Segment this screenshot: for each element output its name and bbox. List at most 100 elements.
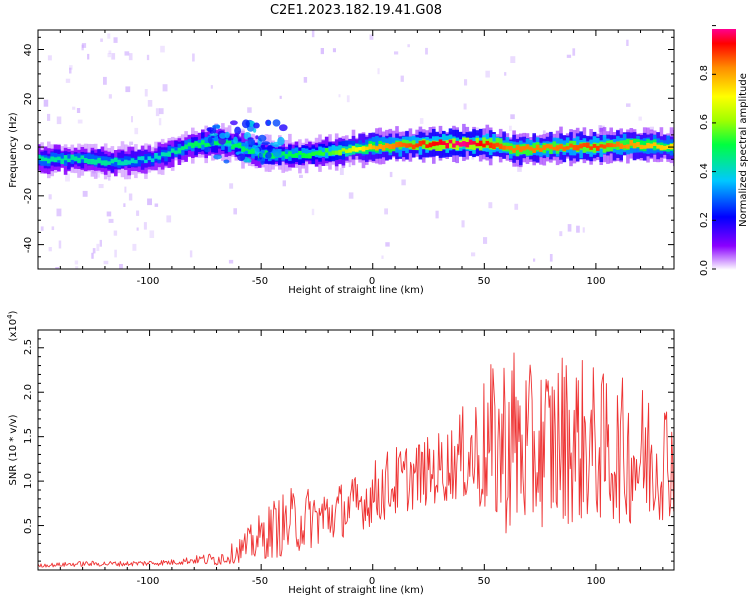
heatmap-noise bbox=[113, 37, 118, 43]
heatmap-noise bbox=[233, 208, 237, 215]
heatmap-cell bbox=[348, 148, 352, 153]
heatmap-noise bbox=[55, 267, 59, 269]
heatmap-cell bbox=[639, 144, 644, 150]
heatmap-cell bbox=[509, 146, 513, 151]
heatmap-noise bbox=[626, 39, 629, 46]
heatmap-cell bbox=[281, 151, 285, 161]
heatmap-cell bbox=[589, 146, 593, 150]
heatmap-cell bbox=[231, 144, 235, 150]
heatmap-cell bbox=[318, 150, 322, 156]
heatmap-cell bbox=[448, 139, 453, 144]
heatmap-cell bbox=[488, 142, 493, 148]
heatmap-blob bbox=[223, 143, 233, 147]
heatmap-cell bbox=[107, 161, 111, 165]
top-xtick-label: 50 bbox=[478, 276, 491, 287]
heatmap-cell bbox=[214, 136, 218, 146]
heatmap-blob bbox=[247, 138, 255, 146]
heatmap-noise bbox=[56, 116, 62, 125]
heatmap-cell bbox=[288, 151, 292, 157]
heatmap-cell bbox=[281, 151, 285, 156]
heatmap-cell bbox=[586, 142, 590, 148]
heatmap-cell bbox=[358, 147, 362, 151]
heatmap-noise bbox=[103, 76, 107, 85]
heatmap-blob bbox=[241, 119, 250, 129]
heatmap-cell bbox=[244, 147, 249, 151]
heatmap-cell bbox=[468, 140, 473, 150]
heatmap-cell bbox=[458, 142, 463, 147]
heatmap-cell bbox=[221, 141, 225, 150]
bottom-ytick-label: 0.5 bbox=[23, 518, 34, 534]
heatmap-noise bbox=[76, 108, 81, 113]
heatmap-noise bbox=[108, 94, 112, 99]
heatmap-noise bbox=[155, 108, 160, 117]
snr-frame bbox=[37, 329, 675, 571]
heatmap-cell bbox=[83, 158, 88, 164]
heatmap-cell bbox=[575, 145, 580, 151]
heatmap-cell bbox=[582, 142, 587, 153]
heatmap-cell bbox=[492, 143, 496, 149]
bottom-xtick-label: -50 bbox=[252, 576, 268, 587]
heatmap-cell bbox=[515, 144, 520, 157]
heatmap-noise bbox=[572, 48, 576, 56]
snr-scale-exponent: 4 bbox=[6, 314, 14, 319]
heatmap-cell bbox=[167, 151, 172, 157]
heatmap-cell bbox=[602, 144, 607, 149]
heatmap-cell bbox=[355, 147, 359, 152]
heatmap-cell bbox=[160, 152, 165, 157]
top-xtick-label: -100 bbox=[137, 276, 160, 287]
heatmap-cell bbox=[180, 146, 185, 151]
heatmap-cell bbox=[616, 141, 620, 147]
top-ytick-label: 40 bbox=[23, 44, 34, 57]
heatmap-noise bbox=[435, 210, 439, 219]
heatmap-noise bbox=[47, 113, 51, 121]
heatmap-cell bbox=[321, 152, 326, 156]
heatmap-noise bbox=[149, 230, 155, 238]
heatmap-noise bbox=[485, 70, 490, 78]
heatmap-cell bbox=[609, 143, 613, 148]
top-xaxis-label: Height of straight line (km) bbox=[288, 285, 424, 296]
heatmap-blob bbox=[204, 146, 211, 153]
heatmap-cell bbox=[475, 142, 480, 147]
bottom-xtick-label: 50 bbox=[478, 576, 491, 587]
heatmap-noise bbox=[189, 250, 193, 258]
heatmap-cell bbox=[485, 140, 490, 146]
bottom-ytick-label: 1.0 bbox=[23, 473, 34, 489]
heatmap-cell bbox=[555, 145, 560, 151]
heatmap-cell bbox=[532, 148, 536, 153]
heatmap-cell bbox=[298, 150, 302, 160]
snr-ticks bbox=[38, 330, 674, 570]
heatmap-noise bbox=[509, 125, 512, 131]
heatmap-noise bbox=[65, 173, 70, 182]
snr-panel: -100 -50 0 50 100 0.5 1.0 1.5 2.0 2.5 (x… bbox=[6, 310, 675, 596]
heatmap-noise bbox=[407, 44, 410, 48]
snr-line bbox=[38, 352, 674, 568]
heatmap-cell bbox=[328, 151, 332, 156]
heatmap-noise bbox=[98, 184, 104, 189]
heatmap-cell bbox=[562, 146, 567, 152]
heatmap-cell bbox=[545, 143, 550, 149]
heatmap-blob bbox=[209, 130, 214, 134]
heatmap-cell bbox=[207, 143, 212, 147]
heatmap-cell bbox=[57, 156, 61, 161]
heatmap-cell bbox=[184, 144, 188, 150]
heatmap-noise bbox=[332, 48, 336, 53]
heatmap-cell bbox=[438, 140, 443, 151]
heatmap-cell bbox=[455, 140, 459, 146]
heatmap-cell bbox=[47, 158, 51, 164]
heatmap-noise bbox=[65, 78, 71, 83]
heatmap-noise bbox=[338, 94, 341, 98]
heatmap-cell bbox=[124, 159, 128, 166]
heatmap-cell bbox=[114, 157, 118, 162]
colorbar-tick-label: 0.0 bbox=[699, 260, 710, 276]
heatmap-noise bbox=[159, 108, 164, 115]
heatmap-blob bbox=[255, 135, 259, 140]
heatmap-cell bbox=[395, 142, 399, 148]
heatmap-noise bbox=[119, 264, 123, 269]
heatmap-noise bbox=[58, 240, 62, 249]
heatmap-noise bbox=[146, 54, 150, 61]
heatmap-noise bbox=[114, 249, 117, 258]
heatmap-cell bbox=[150, 158, 155, 163]
heatmap-cell bbox=[180, 145, 185, 156]
heatmap-cell bbox=[522, 146, 526, 151]
heatmap-cell bbox=[194, 141, 198, 147]
